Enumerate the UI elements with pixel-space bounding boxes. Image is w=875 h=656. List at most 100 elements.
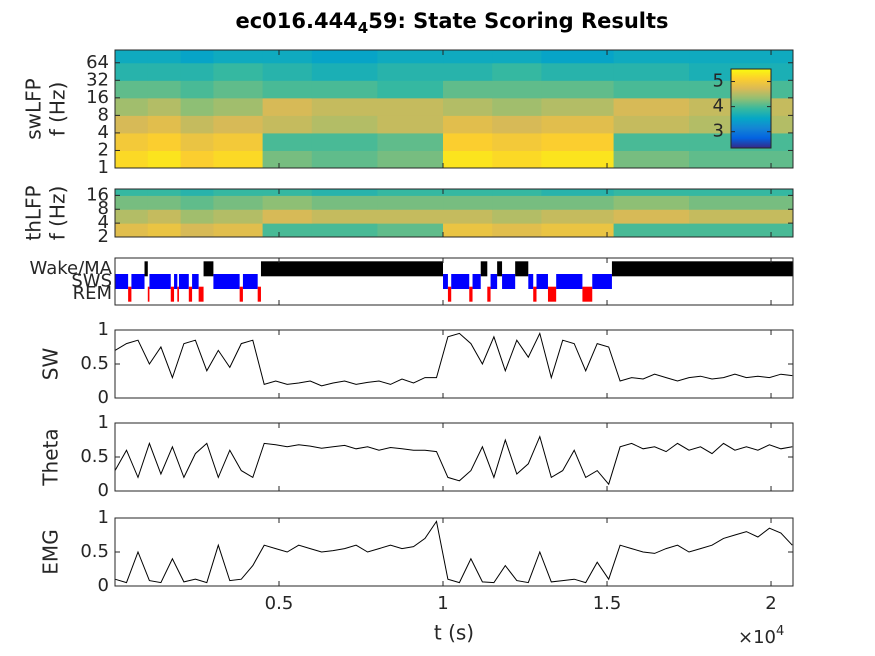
state-interval: [192, 274, 199, 289]
signal-line: [114, 331, 793, 387]
state-interval: [257, 286, 261, 302]
state-interval: [147, 286, 150, 302]
heatmap-cell: [443, 80, 493, 99]
heatmap-cell: [262, 97, 313, 116]
heatmap-cell: [180, 223, 214, 238]
x-tick-label: 2: [765, 593, 776, 614]
x-axis-label: t (s): [434, 621, 474, 645]
heatmap-cell: [541, 62, 615, 81]
heatmap-cell: [213, 97, 264, 116]
heatmap-cell: [213, 150, 264, 169]
state-interval: [178, 274, 189, 289]
y-tick-label: 1: [98, 507, 109, 528]
x-exponent-power: 4: [776, 624, 784, 639]
heatmap-cell: [115, 62, 149, 81]
heatmap-cell: [541, 97, 615, 116]
heatmap-cell: [689, 50, 794, 64]
heatmap-cell: [377, 115, 444, 134]
heatmap-cell: [147, 50, 182, 64]
heatmap-cell: [213, 115, 264, 134]
state-interval: [528, 274, 534, 289]
heatmap-cell: [213, 80, 264, 99]
heatmap-cell: [180, 195, 214, 210]
heatmap-cell: [180, 97, 214, 116]
y-tick-label: 2: [98, 226, 109, 247]
heatmap-cell: [262, 50, 313, 64]
heatmap-cell: [180, 150, 214, 169]
heatmap-cell: [115, 50, 149, 64]
x-tick-label: 1: [437, 593, 448, 614]
y-tick-label: REM: [73, 283, 112, 304]
state-interval: [242, 274, 258, 289]
heatmap-cell: [613, 223, 690, 238]
heatmap-cell: [115, 132, 149, 151]
heatmap-cell: [147, 97, 182, 116]
state-interval: [203, 261, 214, 277]
heatmap-cell: [492, 50, 542, 64]
heatmap-cell: [613, 115, 690, 134]
axes-box: [114, 188, 794, 238]
heatmap-cell: [147, 80, 182, 99]
state-interval: [188, 286, 193, 302]
state-interval: [149, 274, 171, 289]
chart-title: ec016.444459: State Scoring Results: [235, 9, 668, 37]
heatmap-cell: [613, 97, 690, 116]
heatmap-cell: [115, 223, 149, 238]
heatmap-cell: [492, 62, 542, 81]
heatmap-cell: [213, 50, 264, 64]
axes-box: [114, 329, 794, 399]
heatmap-cell: [311, 50, 378, 64]
heatmap-cell: [492, 80, 542, 99]
heatmap-cell: [689, 189, 794, 196]
state-interval: [177, 286, 179, 302]
state-interval: [611, 261, 793, 277]
heatmap-cell: [492, 189, 542, 196]
axes-box: [114, 257, 794, 306]
y-tick-label: 64: [86, 52, 109, 73]
heatmap-cell: [377, 189, 444, 196]
heatmap-cell: [115, 195, 149, 210]
heatmap-cell: [377, 209, 444, 224]
y-tick-label: 0: [98, 387, 109, 408]
heatmap-cell: [311, 195, 378, 210]
y-axis-label: thLFP: [22, 185, 46, 240]
heatmap-cell: [541, 223, 615, 238]
state-interval: [472, 274, 481, 289]
heatmap-cell: [689, 209, 794, 224]
y-tick-label: 1: [98, 412, 109, 433]
heatmap-cell: [377, 150, 444, 169]
heatmap-cell: [541, 189, 615, 196]
state-interval: [198, 286, 204, 302]
heatmap-cell: [311, 115, 378, 134]
heatmap-cell: [613, 62, 690, 81]
colorbar-tick-label: 4: [713, 96, 724, 117]
heatmap-cell: [443, 189, 493, 196]
heatmap-cell: [262, 62, 313, 81]
heatmap-cell: [541, 50, 615, 64]
state-interval: [502, 274, 516, 289]
state-interval: [174, 274, 178, 289]
heatmap-cell: [311, 209, 378, 224]
heatmap-cell: [492, 132, 542, 151]
heatmap-cell: [180, 62, 214, 81]
heatmap-cell: [377, 132, 444, 151]
heatmap-cell: [213, 62, 264, 81]
heatmap-cell: [262, 150, 313, 169]
state-interval: [556, 274, 583, 289]
state-interval: [497, 261, 503, 277]
heatmap-cell: [541, 115, 615, 134]
x-exponent-base: ×10: [738, 627, 776, 648]
x-tick-label: 1.5: [593, 593, 622, 614]
state-interval: [469, 286, 473, 302]
heatmap-cell: [377, 80, 444, 99]
state-interval: [490, 274, 498, 289]
signal-line: [114, 435, 793, 486]
heatmap-cell: [213, 223, 264, 238]
heatmap-cell: [180, 50, 214, 64]
y-tick-label: 8: [98, 104, 109, 125]
y-tick-label: 1: [98, 319, 109, 340]
heatmap-cell: [443, 97, 493, 116]
heatmap-cell: [311, 189, 378, 196]
